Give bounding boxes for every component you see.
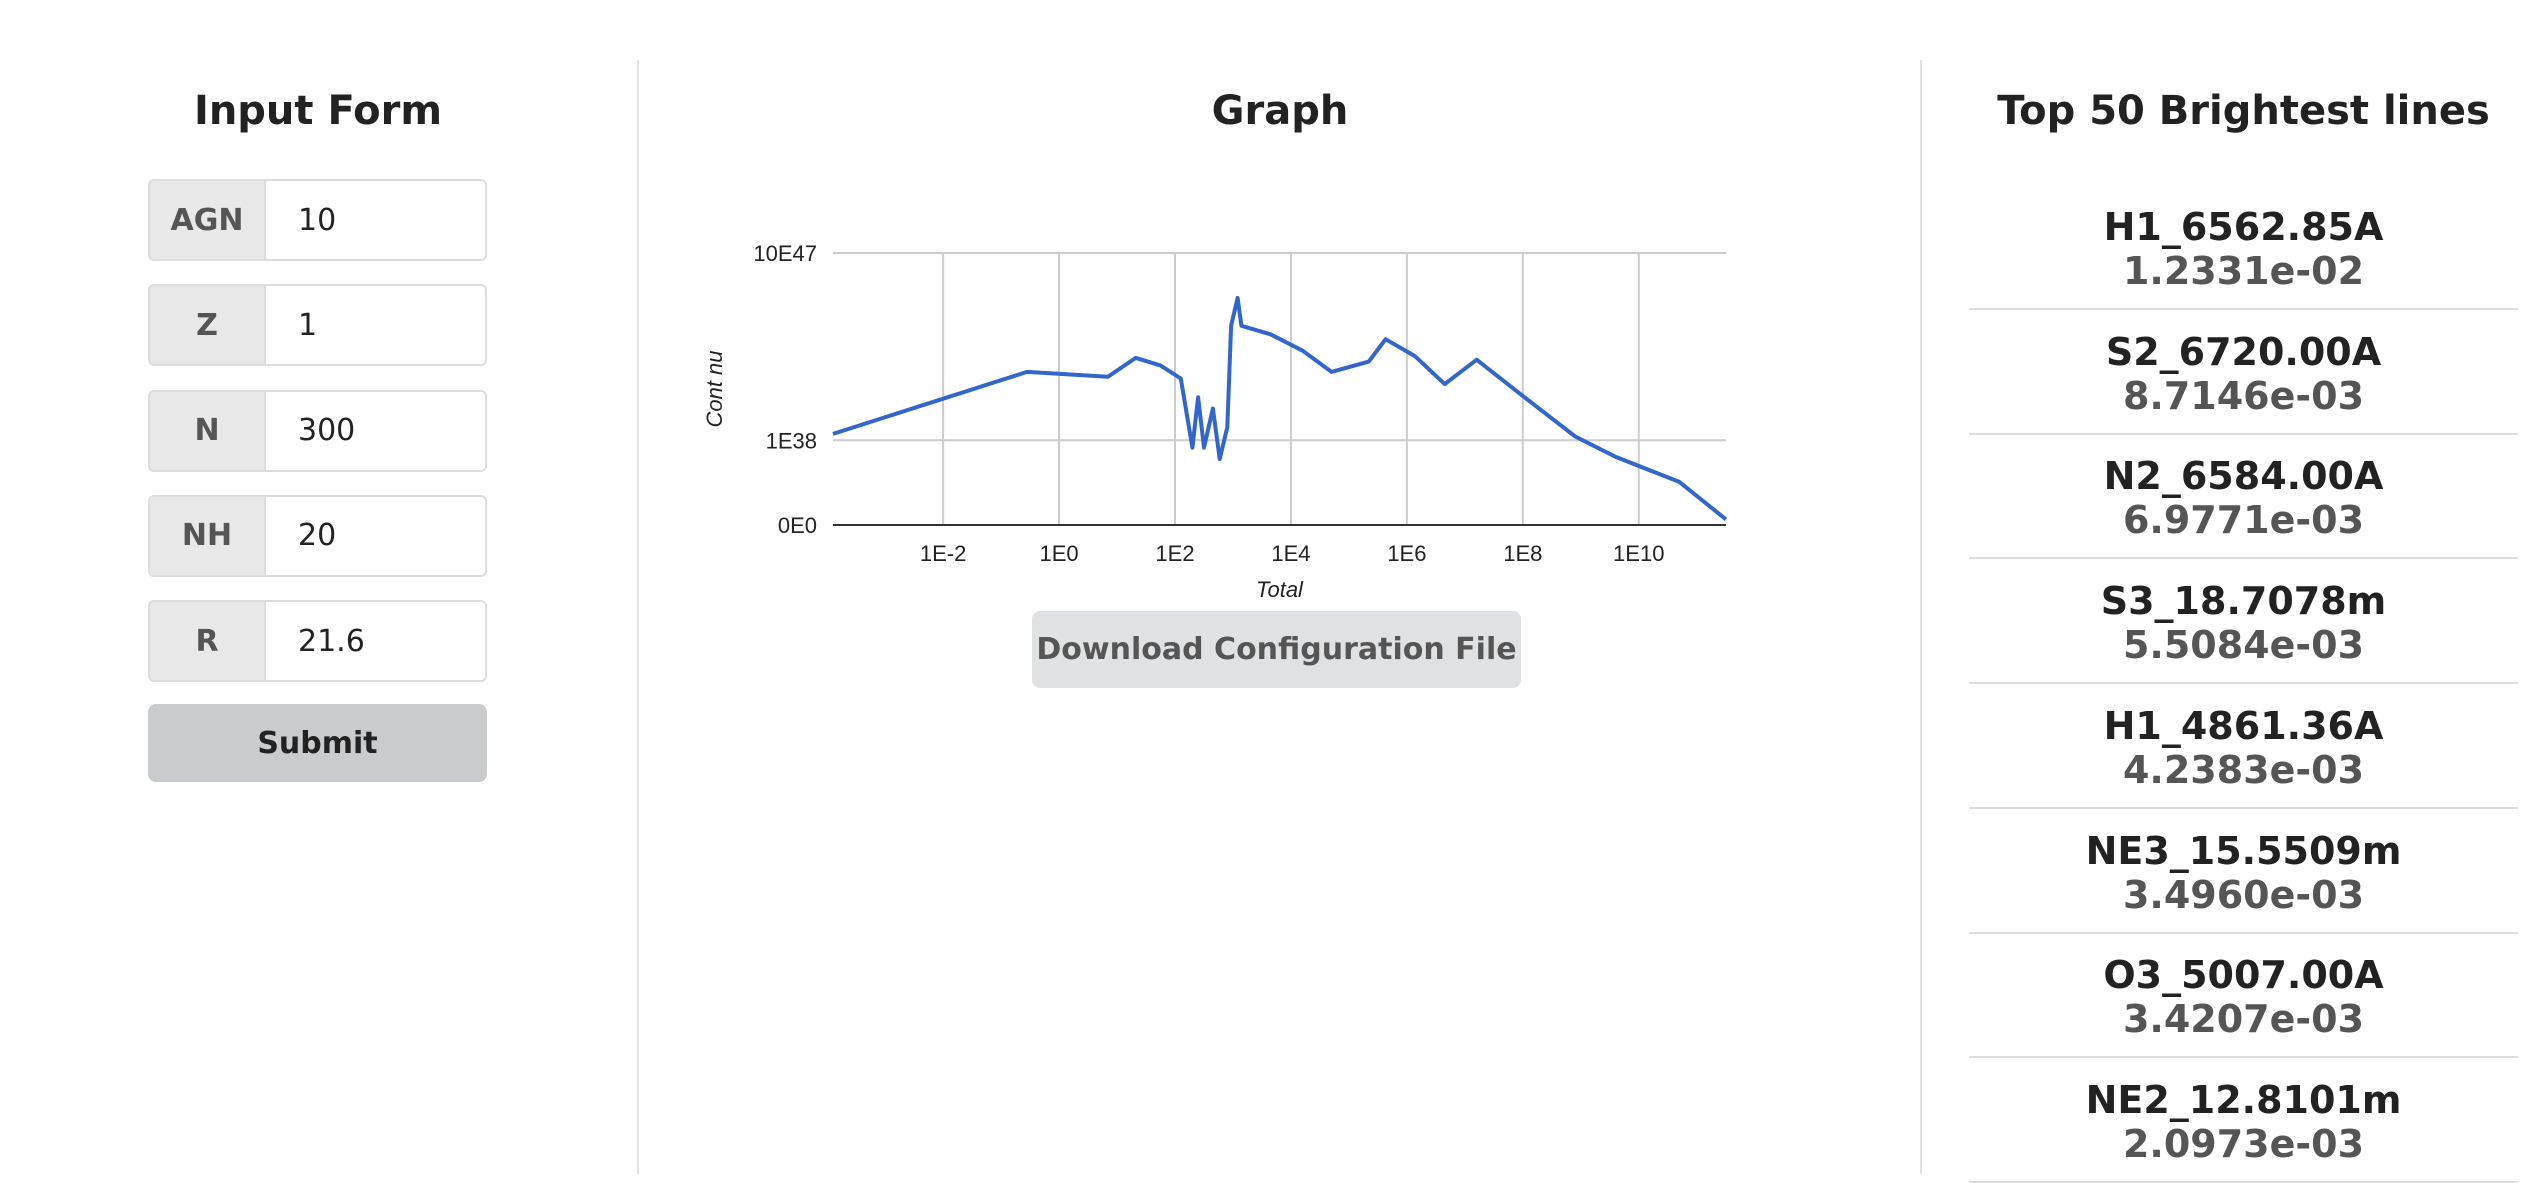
y-tick-label: 10E47 (753, 241, 817, 266)
line-value: 8.7146e-03 (2122, 373, 2365, 418)
y-tick-label: 0E0 (778, 513, 817, 538)
line-name: O3_5007.00A (2103, 953, 2384, 998)
x-tick-label: 1E6 (1387, 541, 1426, 566)
line-value: 3.4207e-03 (2122, 997, 2365, 1042)
divider (637, 60, 639, 1174)
x-tick-label: 1E4 (1271, 541, 1310, 566)
line-name: NE3_15.5509m (2085, 828, 2402, 873)
field-label: NH (148, 494, 266, 577)
form-title: Input Form (193, 88, 443, 134)
line-item: O3_5007.00A 3.4207e-03 (1969, 933, 2518, 1059)
line-value: 3.4960e-03 (2122, 872, 2365, 917)
y-tick-label: 1E38 (766, 428, 817, 453)
x-tick-label: 1E8 (1503, 541, 1542, 566)
line-value: 2.0973e-03 (2122, 1121, 2365, 1166)
line-item: H1_4861.36A 4.2383e-03 (1969, 684, 2518, 809)
submit-button[interactable]: Submit (148, 704, 487, 782)
line-name: H1_6562.85A (2103, 205, 2384, 249)
line-value: 4.2383e-03 (2122, 747, 2365, 792)
field-label: R (148, 600, 266, 683)
line-item: N2_6584.00A 6.9771e-03 (1969, 434, 2518, 560)
x-tick-label: 1E2 (1155, 541, 1194, 566)
text-input[interactable]: 1 (266, 284, 487, 367)
line-name: S3_18.7078m (2100, 579, 2387, 624)
line-item: NE2_12.8101m 2.0973e-03 (1969, 1058, 2518, 1183)
text-input[interactable]: 20 (266, 494, 487, 577)
line-name: NE2_12.8101m (2085, 1077, 2402, 1122)
y-axis-label: Cont nu (702, 350, 727, 427)
x-tick-label: 1E10 (1613, 541, 1664, 566)
x-axis-label: Total (1256, 577, 1304, 602)
line-item: S3_18.7078m 5.5084e-03 (1969, 559, 2518, 685)
download-button[interactable]: Download Configuration File (1032, 611, 1521, 688)
text-input[interactable]: 21.6 (266, 600, 487, 683)
field-label: AGN (148, 179, 266, 261)
line-value: 6.9771e-03 (2122, 498, 2365, 543)
chart: 1E-2 1E0 1E2 1E4 1E6 1E8 1E10 0E0 1E38 10E47 Total… (702, 241, 1728, 602)
field-label: Z (148, 284, 266, 367)
line-item: NE3_15.5509m 3.4960e-03 (1969, 809, 2518, 934)
graph-title: Graph (1211, 88, 1349, 134)
x-tick-label: 1E0 (1039, 541, 1078, 566)
lines-title: Top 50 Brightest lines (1997, 88, 2490, 134)
line-item: H1_6562.85A 1.2331e-02 (1969, 185, 2518, 310)
data-line (832, 295, 1728, 521)
line-name: S2_6720.00A (2105, 329, 2382, 374)
line-value: 5.5084e-03 (2122, 623, 2365, 668)
line-name: H1_4861.36A (2103, 703, 2384, 748)
line-item: S2_6720.00A 8.7146e-03 (1969, 310, 2518, 435)
line-name: N2_6584.00A (2103, 454, 2384, 499)
divider (1920, 60, 1922, 1174)
field-label: N (148, 389, 266, 472)
text-input[interactable]: 300 (266, 389, 487, 472)
x-tick-label: 1E-2 (920, 541, 966, 566)
text-input[interactable]: 10 (266, 179, 487, 261)
line-value: 1.2331e-02 (2122, 249, 2365, 293)
